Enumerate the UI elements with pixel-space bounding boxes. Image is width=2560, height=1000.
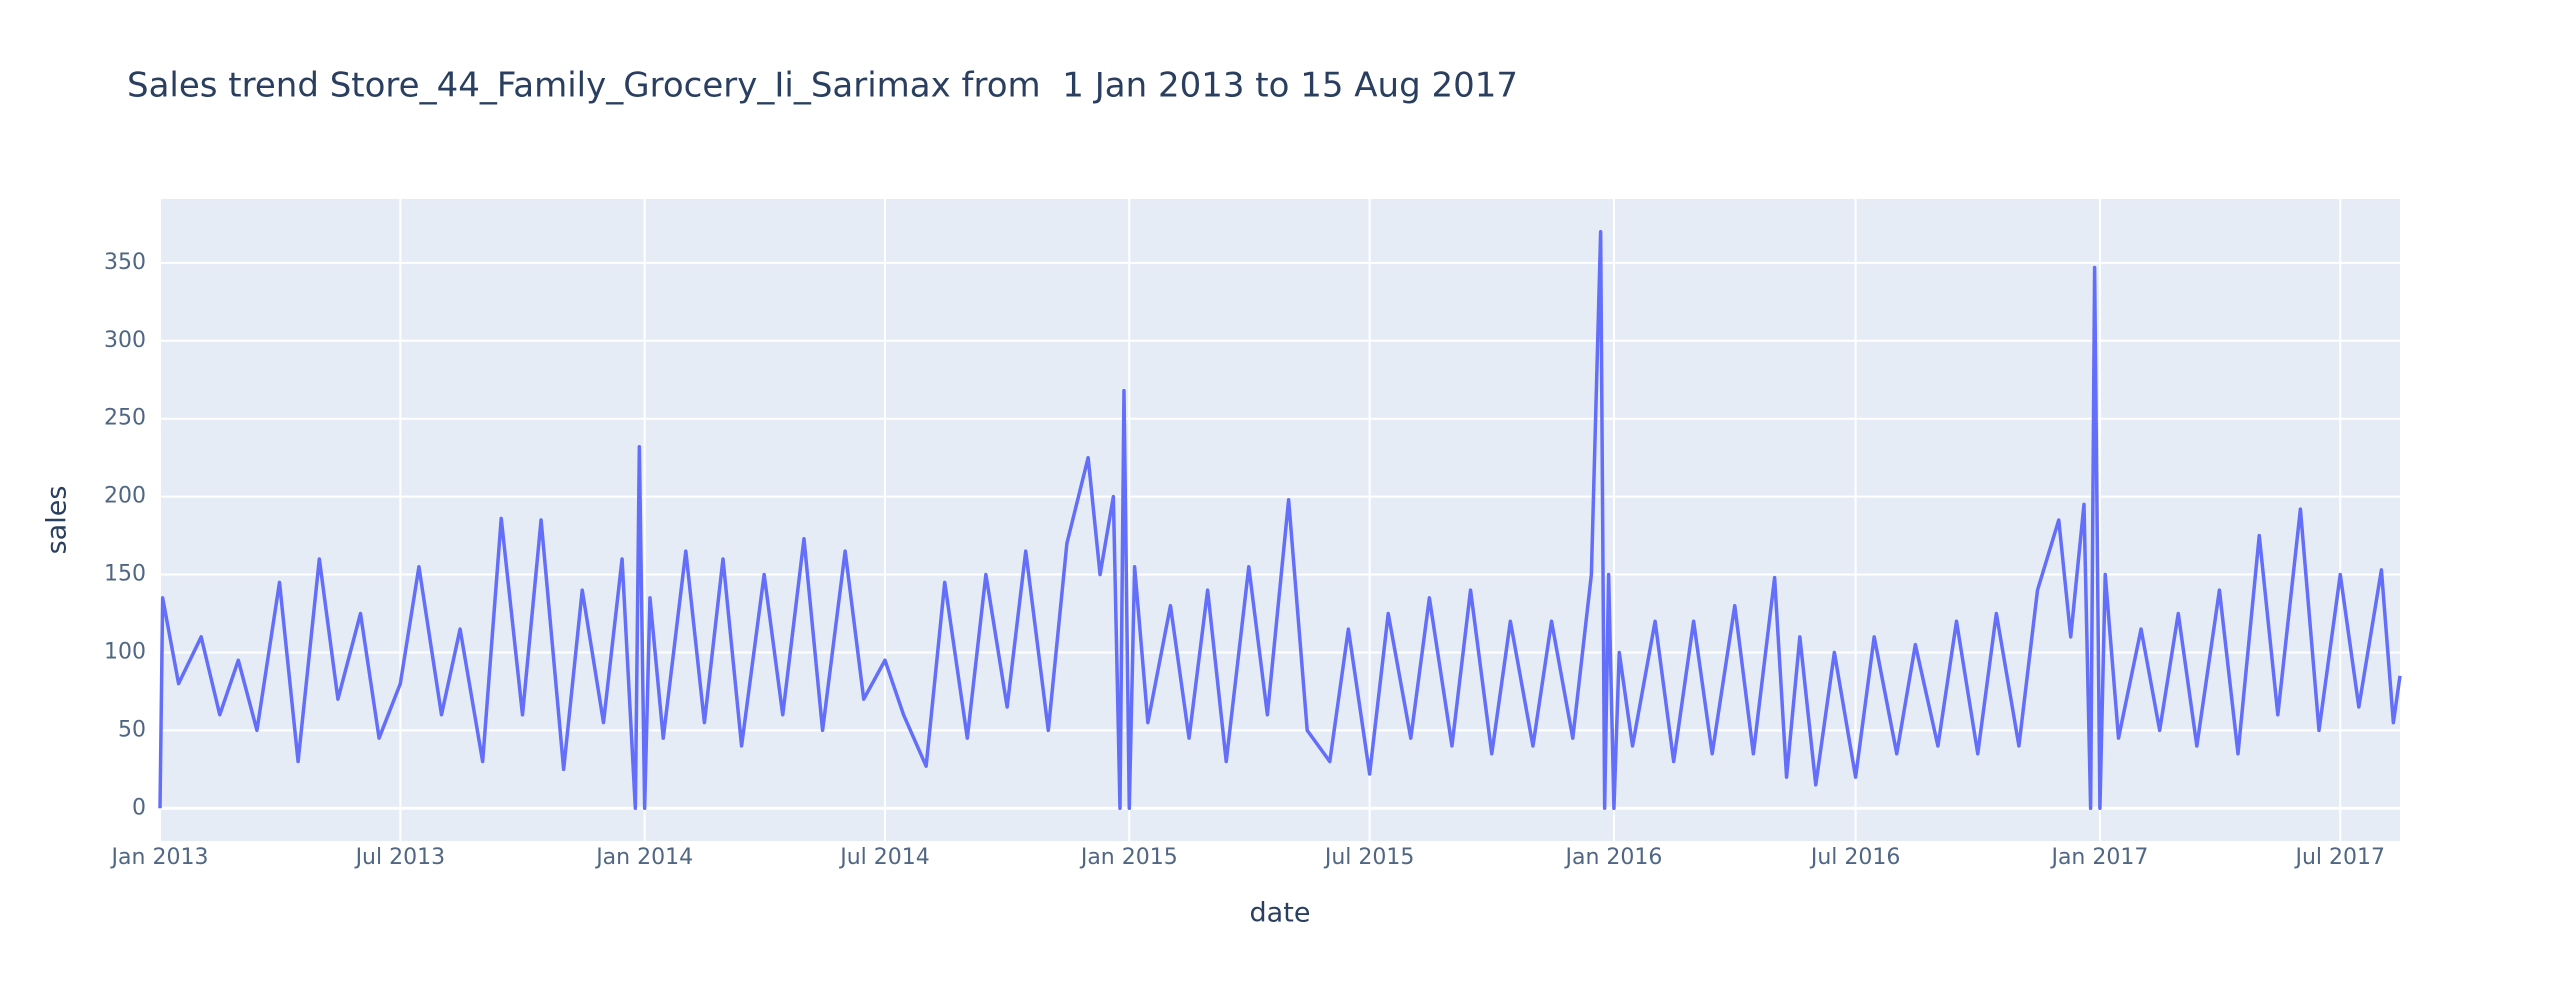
x-tick-label: Jan 2015 [1079, 845, 1178, 870]
y-axis-title: sales [42, 486, 73, 555]
x-tick-label: Jul 2014 [838, 845, 930, 870]
x-tick-label: Jan 2016 [1563, 845, 1662, 870]
y-tick-label: 300 [104, 328, 146, 353]
x-tick-label: Jul 2013 [354, 845, 446, 870]
y-tick-label: 50 [118, 717, 146, 742]
x-axis-title: date [1250, 898, 1311, 929]
chart-title: Sales trend Store_44_Family_Grocery_Ii_S… [127, 66, 1518, 106]
sales-line [158, 229, 2402, 811]
y-tick-label: 200 [104, 484, 146, 509]
y-tick-label: 0 [132, 795, 146, 820]
y-tick-label: 350 [104, 250, 146, 275]
x-tick-label: Jul 2017 [2293, 845, 2385, 870]
y-tick-label: 150 [104, 562, 146, 587]
x-tick-label: Jan 2014 [594, 845, 693, 870]
x-tick-label: Jan 2013 [110, 845, 209, 870]
x-tick-label: Jan 2017 [2049, 845, 2148, 870]
x-tick-label: Jul 2016 [1809, 845, 1901, 870]
marks [158, 229, 2402, 811]
y-tick-label: 100 [104, 639, 146, 664]
plot-area [160, 199, 2400, 841]
x-tick-label: Jul 2015 [1323, 845, 1415, 870]
y-tick-label: 250 [104, 406, 146, 431]
